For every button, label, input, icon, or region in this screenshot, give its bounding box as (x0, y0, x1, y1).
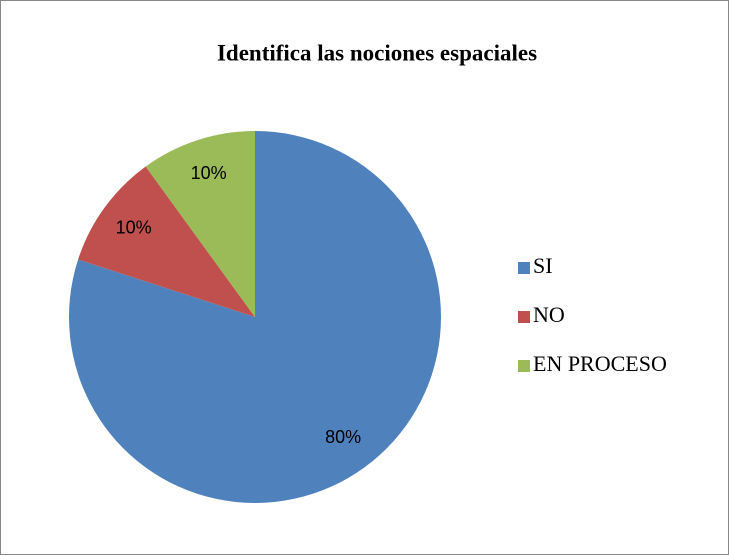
legend-label: EN PROCESO (533, 351, 667, 376)
legend-swatch (518, 360, 530, 372)
data-label: 10% (116, 218, 152, 238)
data-label: 10% (191, 163, 227, 183)
pie-slice (78, 166, 255, 317)
legend-swatch (518, 311, 530, 323)
legend-label: NO (533, 302, 565, 327)
chart-title: Identifica las nociones espaciales (217, 40, 537, 65)
pie-slice (145, 131, 255, 317)
legend-swatch (518, 262, 530, 274)
data-label: 80% (325, 427, 361, 447)
legend-label: SI (533, 253, 553, 278)
